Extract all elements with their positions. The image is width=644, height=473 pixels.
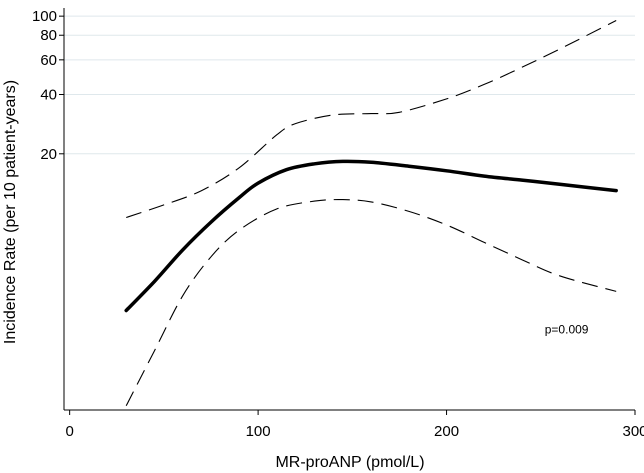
estimate-line — [124, 159, 618, 313]
x-tick-label: 0 — [65, 423, 73, 440]
y-tick-label: 20 — [40, 146, 57, 163]
y-axis-title: Incidence Rate (per 10 patient-years) — [2, 80, 19, 344]
tick-layer: 20 40 60 80 100 0 100 200 300 — [32, 8, 644, 440]
y-tick-label: 100 — [32, 8, 57, 25]
lower-ci-line — [125, 199, 617, 407]
p-value-annotation: p=0.009 — [545, 322, 589, 336]
x-axis-title: MR-proANP (pmol/L) — [275, 454, 424, 471]
x-tick-label: 200 — [434, 423, 459, 440]
y-tick-label: 60 — [40, 52, 57, 69]
y-tick-label: 80 — [40, 27, 57, 44]
upper-ci-line — [126, 20, 617, 219]
y-tick-label: 40 — [40, 87, 57, 104]
annotation-layer: p=0.009 — [545, 322, 589, 336]
x-tick-label: 300 — [622, 423, 644, 440]
grid-layer — [64, 15, 635, 155]
series-layer — [124, 20, 618, 407]
x-tick-label: 100 — [246, 423, 271, 440]
